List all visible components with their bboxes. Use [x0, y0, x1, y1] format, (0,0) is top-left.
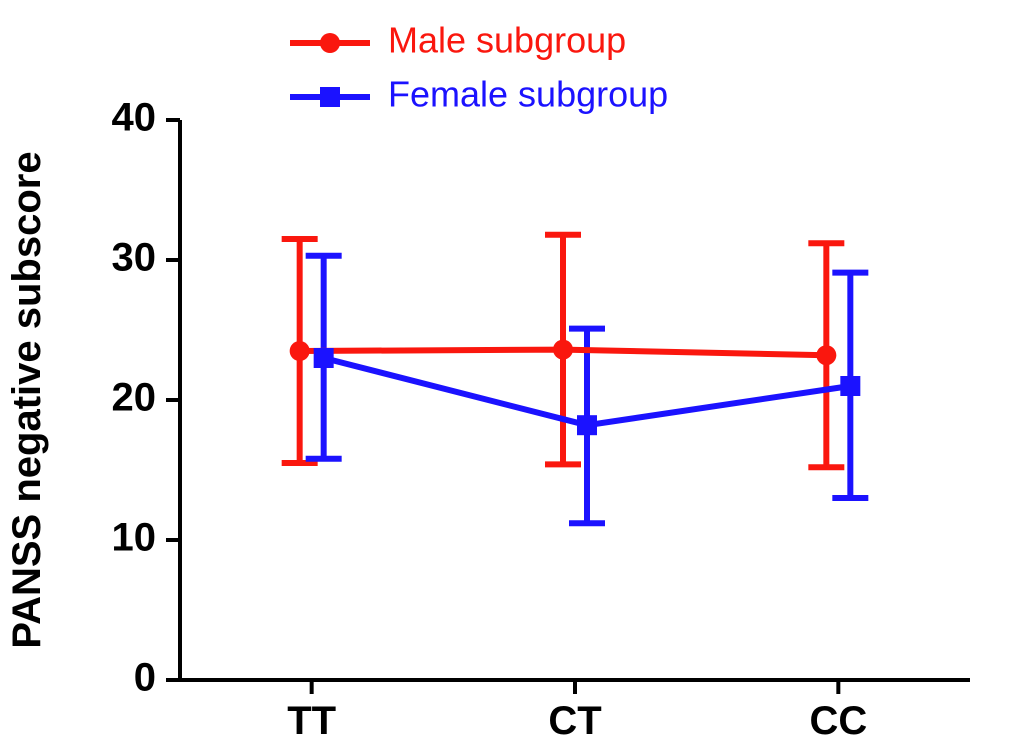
data-point [553, 340, 573, 360]
data-point [314, 348, 334, 368]
panss-chart: 0 10 20 30 40 TT CT CC PANSS negative subscore Ma… [0, 0, 1020, 750]
x-tick-label: CT [548, 699, 601, 743]
y-tick-label: 20 [112, 376, 157, 420]
data-point [840, 376, 860, 396]
x-tick-label: CC [809, 699, 867, 743]
legend-marker [320, 33, 340, 53]
y-axis-label: PANSS negative subscore [5, 151, 49, 648]
data-point [816, 345, 836, 365]
y-tick-label: 30 [112, 236, 157, 280]
y-tick-label: 0 [134, 656, 156, 700]
data-point [290, 341, 310, 361]
y-tick-label: 10 [112, 516, 157, 560]
chart-svg: 0 10 20 30 40 TT CT CC PANSS negative subscore Ma… [0, 0, 1020, 750]
legend-label: Female subgroup [388, 74, 668, 115]
x-tick-label: TT [287, 699, 336, 743]
data-point [577, 415, 597, 435]
legend-label: Male subgroup [388, 20, 626, 61]
y-tick-label: 40 [112, 96, 157, 140]
legend-marker [320, 87, 340, 107]
